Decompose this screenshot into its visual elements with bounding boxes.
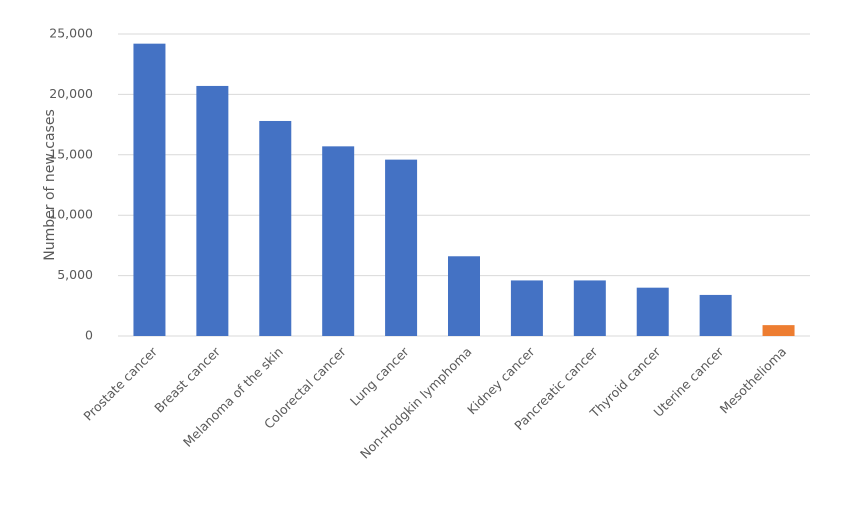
y-tick-label: 10,000 bbox=[49, 207, 93, 222]
y-tick-label: 20,000 bbox=[49, 86, 93, 101]
y-tick-label: 0 bbox=[85, 328, 93, 343]
y-tick-label: 25,000 bbox=[49, 26, 93, 41]
x-tick-label: Non-Hodgkin lymphoma bbox=[357, 344, 475, 462]
bar bbox=[573, 280, 606, 336]
bar bbox=[510, 280, 543, 336]
bar bbox=[448, 256, 480, 336]
x-tick-label: Prostate cancer bbox=[80, 343, 160, 423]
x-tick-label: Lung cancer bbox=[347, 343, 412, 408]
y-tick-label: 5,000 bbox=[57, 267, 93, 282]
y-tick-label: 15,000 bbox=[49, 146, 93, 161]
y-axis-label: Number of new cases bbox=[42, 109, 58, 261]
bar bbox=[385, 159, 418, 336]
bar bbox=[699, 294, 732, 336]
bar bbox=[133, 43, 166, 336]
x-tick-label: Breast cancer bbox=[151, 343, 223, 415]
bar bbox=[322, 146, 355, 336]
bar bbox=[196, 85, 229, 336]
bar bbox=[636, 287, 669, 336]
bar bbox=[259, 120, 292, 336]
bar bbox=[762, 325, 795, 336]
x-tick-label: Mesothelioma bbox=[717, 344, 790, 417]
